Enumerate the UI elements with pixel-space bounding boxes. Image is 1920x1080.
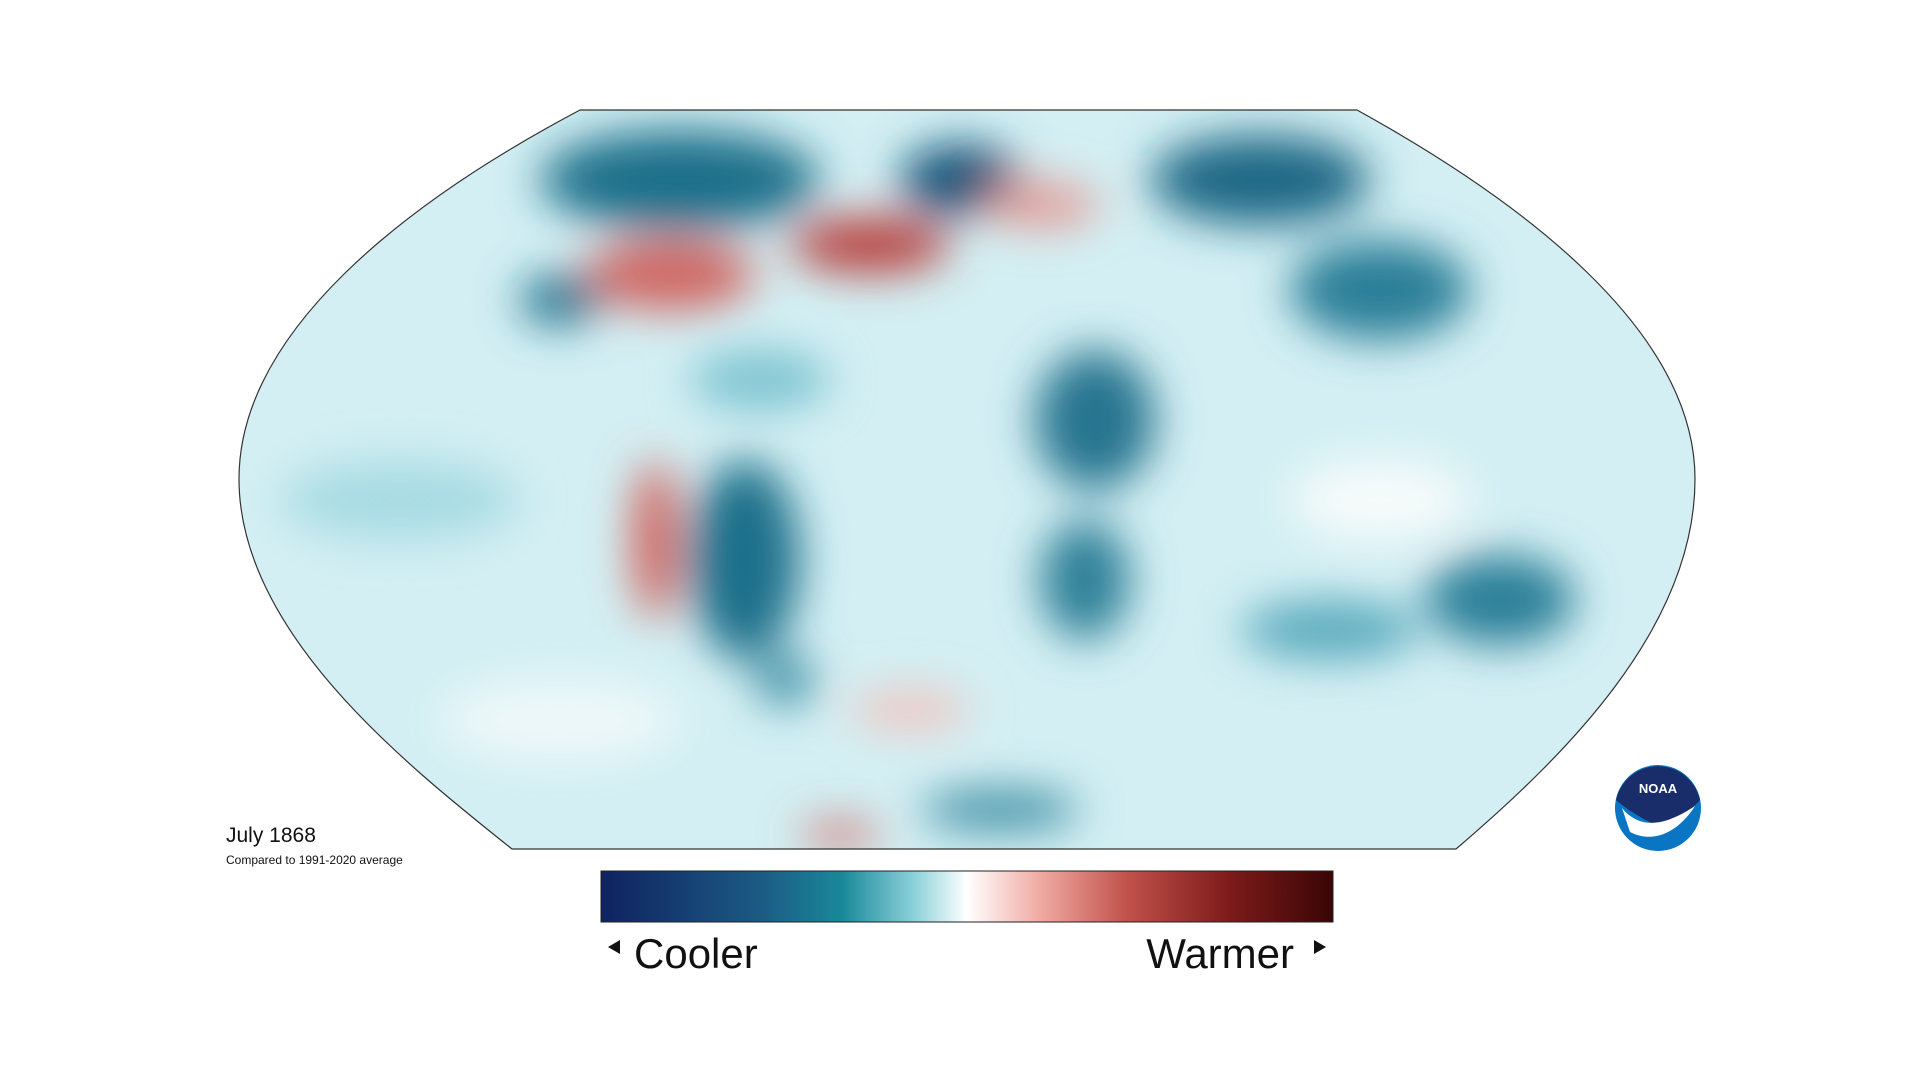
cooler-arrow <box>608 940 620 954</box>
logo-gull <box>1622 806 1695 837</box>
anomaly-blobs <box>280 130 1575 847</box>
noaa-logo: NOAA <box>1615 765 1701 851</box>
warmer-arrow <box>1314 940 1326 954</box>
logo-top <box>1616 766 1700 826</box>
color-bar <box>600 870 1334 923</box>
cooler-label: Cooler <box>634 930 758 977</box>
anomaly-field <box>239 110 1695 849</box>
warmer-label: Warmer <box>1146 930 1294 977</box>
map-outline <box>238 109 1696 850</box>
map-subtitle: Compared to 1991-2020 average <box>226 853 403 867</box>
map-title: July 1868 <box>226 824 316 847</box>
logo-text: NOAA <box>1639 781 1678 796</box>
